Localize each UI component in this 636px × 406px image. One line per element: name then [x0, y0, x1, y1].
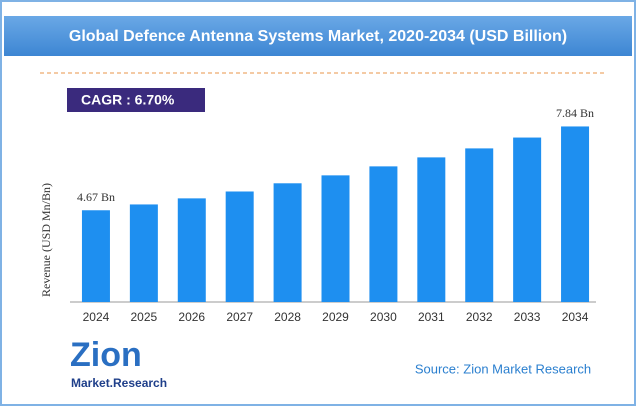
x-tick-label: 2025 — [131, 310, 158, 324]
value-label: 7.84 Bn — [556, 106, 594, 120]
x-tick-label: 2029 — [322, 310, 349, 324]
bar — [513, 137, 542, 302]
x-tick-label: 2033 — [514, 310, 541, 324]
x-tick-label: 2028 — [274, 310, 301, 324]
source: Source: Zion Market Research — [415, 361, 591, 376]
bar — [177, 198, 206, 302]
x-tick-label: 2034 — [562, 310, 589, 324]
chart-title: Global Defence Antenna Systems Market, 2… — [69, 28, 567, 45]
title-banner — [4, 16, 632, 56]
bar — [81, 210, 110, 302]
logo-bottom: Market.Research — [71, 376, 167, 390]
cagr-box — [67, 88, 205, 112]
bar — [321, 175, 350, 302]
value-label: 4.67 Bn — [77, 190, 115, 204]
bar — [561, 126, 590, 303]
bar — [465, 148, 494, 302]
x-tick-label: 2030 — [370, 310, 397, 324]
logo-top: Zion — [70, 336, 142, 374]
bar — [225, 191, 254, 302]
x-tick-label: 2032 — [466, 310, 493, 324]
bar — [369, 166, 398, 302]
x-tick-label: 2026 — [178, 310, 205, 324]
x-tick-label: 2024 — [83, 310, 110, 324]
x-tick-label: 2031 — [418, 310, 445, 324]
cagr-label: CAGR : 6.70% — [81, 92, 175, 108]
bar — [273, 183, 302, 302]
bar — [129, 204, 158, 302]
y-axis-label: Revenue (USD Mn/Bn) — [39, 183, 53, 297]
bar — [417, 157, 446, 302]
x-tick-label: 2027 — [226, 310, 253, 324]
